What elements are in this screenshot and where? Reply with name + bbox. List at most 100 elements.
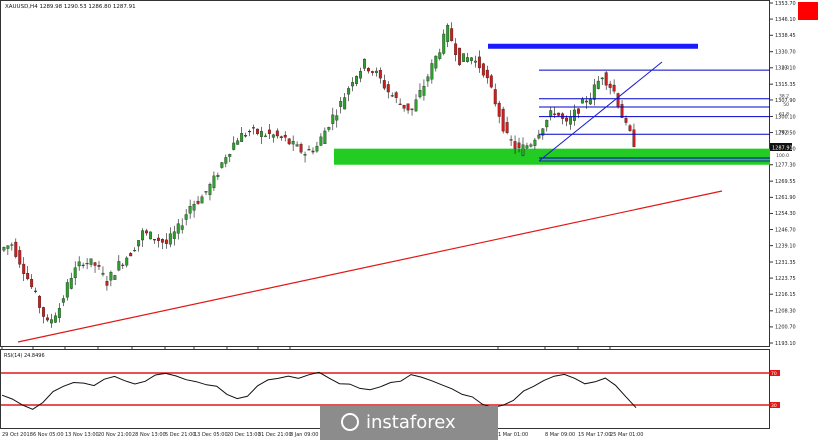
y-tick-label: 1208.30: [775, 309, 796, 315]
candle: [620, 99, 624, 118]
candle: [101, 266, 105, 277]
y-tick-label: 1216.15: [775, 292, 796, 298]
candle: [121, 262, 125, 270]
candle: [363, 58, 366, 72]
x-axis: 29 Oct 2018 6 Nov 05:00 13 Nov 13:00 20 Nov…: [1, 346, 643, 438]
candle: [442, 29, 446, 56]
candle: [517, 137, 521, 153]
candle: [573, 104, 576, 126]
candle: [501, 106, 505, 134]
x-tick-label: 31 Dec 21:00: [258, 432, 292, 438]
candle: [596, 76, 600, 90]
y-tick-label: 1330.70: [775, 49, 796, 55]
x-tick-label: 20 Nov 21:00: [98, 432, 132, 438]
candle: [450, 22, 454, 42]
fib-level-label: 100.0: [776, 153, 789, 159]
candle: [220, 161, 224, 169]
candle: [6, 245, 10, 256]
candle: [224, 154, 228, 168]
candle: [10, 242, 14, 251]
candle: [295, 141, 299, 147]
candle: [164, 233, 168, 249]
candle: [160, 238, 164, 250]
rsi-lower-tag: [770, 402, 780, 408]
candle: [327, 126, 331, 132]
candle: [446, 23, 450, 48]
candle: [343, 92, 347, 110]
candle: [61, 295, 65, 307]
candle: [422, 79, 426, 101]
y-tick-label: 1269.55: [775, 179, 796, 185]
candle: [105, 275, 109, 291]
candle: [53, 312, 57, 324]
candle: [311, 147, 315, 155]
y-tick-label: 1223.75: [775, 276, 796, 282]
candle: [600, 76, 604, 85]
y-tick-label: 1254.30: [775, 211, 796, 217]
candle: [370, 70, 374, 76]
candle: [85, 258, 89, 270]
candle: [529, 142, 533, 148]
candle: [434, 55, 438, 72]
candle: [608, 80, 612, 95]
candle: [521, 137, 525, 157]
y-tick-label: 1261.90: [775, 195, 796, 201]
candle: [545, 119, 549, 132]
candle: [260, 126, 263, 144]
candle: [256, 128, 259, 136]
candle: [141, 228, 145, 247]
candle: [299, 142, 303, 155]
candle: [30, 274, 34, 290]
candle: [196, 196, 200, 205]
candle: [46, 314, 49, 322]
candle: [454, 38, 458, 62]
current-price-tag: [770, 143, 792, 151]
candle: [493, 83, 497, 107]
candle: [410, 108, 414, 116]
candles-group: [2, 22, 636, 328]
rsi-lower-value: 30: [771, 403, 777, 409]
candle: [624, 115, 628, 126]
candle: [125, 256, 129, 268]
candle: [616, 92, 620, 109]
candle: [331, 107, 335, 131]
candle: [632, 123, 636, 148]
candle: [458, 47, 462, 67]
candle: [477, 50, 481, 73]
candle: [176, 218, 180, 240]
watermark-text: instaforex: [366, 412, 456, 433]
candle: [394, 91, 398, 104]
fib-retracement: 0.0 38.2 50 61.8 78.6 100.0: [539, 65, 789, 159]
candle: [42, 306, 45, 324]
candle: [505, 116, 509, 135]
candle: [418, 83, 422, 99]
candle: [366, 67, 370, 74]
alert-box[interactable]: [798, 2, 818, 20]
candle: [137, 240, 141, 252]
resistance-zone: [488, 43, 698, 49]
candle: [604, 71, 608, 90]
y-axis: 1353.70 1346.10 1338.45 1330.70 1323.10 1315.…: [770, 1, 796, 347]
candle: [149, 231, 152, 240]
fib-level-label: 78.6: [779, 129, 789, 135]
y-tick-label: 1323.10: [775, 66, 796, 72]
candle: [319, 133, 323, 147]
candle: [307, 145, 311, 151]
candle: [374, 67, 378, 77]
rsi-line: [1, 371, 637, 410]
current-price-label: 1287.91: [772, 146, 793, 152]
candle: [153, 239, 156, 244]
candle: [50, 313, 53, 328]
candle: [69, 272, 73, 290]
y-tick-label: 1338.45: [775, 33, 796, 39]
candle: [252, 124, 255, 135]
candle: [73, 261, 77, 286]
y-tick-label: 1193.10: [775, 341, 796, 347]
candle: [18, 246, 22, 268]
y-tick-label: 1315.35: [775, 82, 796, 88]
candle: [38, 295, 42, 314]
x-tick-label: 6 Nov 05:00: [33, 432, 64, 438]
candle: [533, 137, 537, 150]
